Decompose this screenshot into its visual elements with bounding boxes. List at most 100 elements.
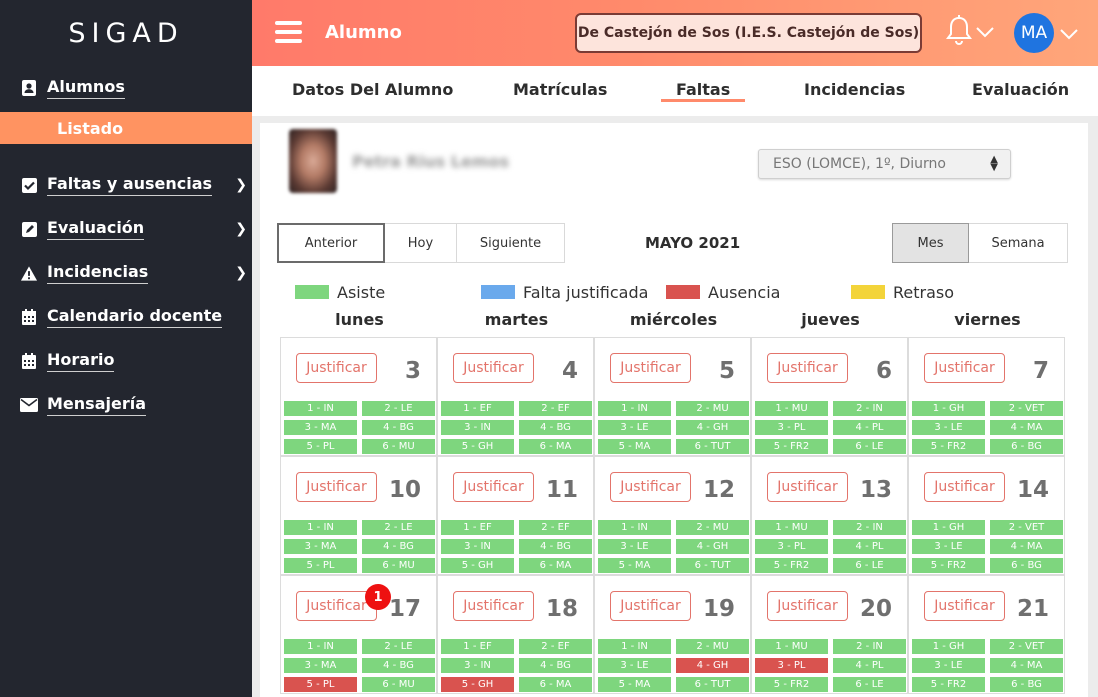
- period-slot[interactable]: 1 - EF: [441, 401, 514, 416]
- calendar-day-cell[interactable]: Justificar 13 1 - MU 2 - IN 3 - PL 4 - PL 5 - …: [751, 456, 908, 575]
- period-slot[interactable]: 5 - MA: [598, 439, 671, 454]
- chevron-down-icon[interactable]: [976, 26, 994, 42]
- calendar-day-cell[interactable]: Justificar 3 1 - IN 2 - LE 3 - MA 4 - BG 5 - P…: [280, 337, 437, 456]
- period-slot[interactable]: 6 - MA: [519, 558, 592, 573]
- justify-button[interactable]: Justificar: [610, 472, 691, 502]
- period-slot[interactable]: 1 - EF: [441, 639, 514, 654]
- calendar-day-cell[interactable]: Justificar 4 1 - EF 2 - EF 3 - IN 4 - BG 5 - G…: [437, 337, 594, 456]
- period-slot[interactable]: 3 - MA: [284, 658, 357, 673]
- calendar-day-cell[interactable]: Justificar 19 1 - IN 2 - MU 3 - LE 4 - GH 5 - …: [594, 575, 751, 694]
- justify-button[interactable]: Justificar: [453, 591, 534, 621]
- sidebar-item-faltas[interactable]: Faltas y ausencias ❯: [0, 171, 252, 199]
- period-slot[interactable]: 1 - IN: [284, 639, 357, 654]
- justify-button[interactable]: Justificar: [924, 591, 1005, 621]
- calendar-day-cell[interactable]: Justificar 21 1 - GH 2 - VET 3 - LE 4 - MA 5 -…: [908, 575, 1065, 694]
- period-slot[interactable]: 4 - BG: [362, 658, 435, 673]
- period-slot[interactable]: 2 - EF: [519, 520, 592, 535]
- period-slot[interactable]: 3 - LE: [912, 539, 985, 554]
- period-slot[interactable]: 3 - PL: [755, 539, 828, 554]
- calendar-day-cell[interactable]: Justificar 6 1 - MU 2 - IN 3 - PL 4 - PL 5 - F…: [751, 337, 908, 456]
- period-slot[interactable]: 6 - LE: [833, 439, 906, 454]
- period-slot[interactable]: 1 - GH: [912, 401, 985, 416]
- period-slot[interactable]: 6 - TUT: [676, 558, 749, 573]
- period-slot[interactable]: 2 - VET: [990, 401, 1063, 416]
- period-slot[interactable]: 1 - EF: [441, 520, 514, 535]
- justify-button[interactable]: Justificar: [924, 472, 1005, 502]
- sidebar-item-incidencias[interactable]: Incidencias ❯: [0, 259, 252, 287]
- sidebar-item-mensajeria[interactable]: Mensajería: [0, 391, 252, 419]
- period-slot[interactable]: 3 - PL: [755, 420, 828, 435]
- calendar-day-cell[interactable]: Justificar 10 1 - IN 2 - LE 3 - MA 4 - BG 5 - …: [280, 456, 437, 575]
- period-slot[interactable]: 3 - LE: [912, 420, 985, 435]
- period-slot[interactable]: 5 - MA: [598, 558, 671, 573]
- next-button[interactable]: Siguiente: [457, 223, 565, 263]
- period-slot[interactable]: 2 - VET: [990, 520, 1063, 535]
- justify-button[interactable]: Justificar: [767, 472, 848, 502]
- period-slot[interactable]: 4 - MA: [990, 658, 1063, 673]
- tab-datos-alumno[interactable]: Datos Del Alumno: [292, 80, 454, 99]
- period-slot[interactable]: 5 - FR2: [755, 439, 828, 454]
- justify-button[interactable]: Justificar: [610, 591, 691, 621]
- justify-button[interactable]: Justificar: [924, 353, 1005, 383]
- justify-button[interactable]: Justificar: [453, 353, 534, 383]
- period-slot[interactable]: 1 - IN: [284, 401, 357, 416]
- period-slot[interactable]: 2 - LE: [362, 639, 435, 654]
- period-slot[interactable]: 3 - IN: [441, 539, 514, 554]
- period-slot[interactable]: 6 - MA: [519, 677, 592, 692]
- period-slot[interactable]: 5 - FR2: [912, 558, 985, 573]
- period-slot[interactable]: 2 - LE: [362, 520, 435, 535]
- period-slot[interactable]: 4 - GH: [676, 658, 749, 673]
- justify-button[interactable]: Justificar: [767, 591, 848, 621]
- period-slot[interactable]: 1 - GH: [912, 520, 985, 535]
- period-slot[interactable]: 5 - GH: [441, 677, 514, 692]
- calendar-day-cell[interactable]: Justificar 11 1 - EF 2 - EF 3 - IN 4 - BG 5 - …: [437, 456, 594, 575]
- period-slot[interactable]: 6 - LE: [833, 677, 906, 692]
- period-slot[interactable]: 6 - BG: [990, 439, 1063, 454]
- period-slot[interactable]: 4 - PL: [833, 658, 906, 673]
- calendar-day-cell[interactable]: Justificar 12 1 - IN 2 - MU 3 - LE 4 - GH 5 - …: [594, 456, 751, 575]
- calendar-day-cell[interactable]: Justificar 17 1 - IN 2 - LE 3 - MA 4 - BG 5 - …: [280, 575, 437, 694]
- period-slot[interactable]: 4 - MA: [990, 420, 1063, 435]
- period-slot[interactable]: 1 - IN: [598, 639, 671, 654]
- sidebar-item-calendario[interactable]: Calendario docente: [0, 303, 252, 331]
- period-slot[interactable]: 2 - IN: [833, 639, 906, 654]
- view-week-button[interactable]: Semana: [969, 223, 1068, 263]
- period-slot[interactable]: 6 - BG: [990, 677, 1063, 692]
- sidebar-item-horario[interactable]: Horario: [0, 347, 252, 375]
- period-slot[interactable]: 2 - LE: [362, 401, 435, 416]
- prev-button[interactable]: Anterior: [277, 223, 385, 263]
- tab-evaluacion[interactable]: Evaluación: [972, 80, 1070, 99]
- period-slot[interactable]: 1 - IN: [598, 401, 671, 416]
- justify-button[interactable]: Justificar: [453, 472, 534, 502]
- period-slot[interactable]: 1 - MU: [755, 520, 828, 535]
- period-slot[interactable]: 2 - MU: [676, 520, 749, 535]
- period-slot[interactable]: 4 - BG: [519, 539, 592, 554]
- period-slot[interactable]: 2 - IN: [833, 401, 906, 416]
- justify-button[interactable]: Justificar: [296, 591, 377, 621]
- period-slot[interactable]: 6 - MU: [362, 677, 435, 692]
- period-slot[interactable]: 4 - BG: [362, 420, 435, 435]
- sidebar-subitem-listado[interactable]: Listado: [0, 112, 252, 144]
- period-slot[interactable]: 3 - LE: [598, 420, 671, 435]
- tab-matriculas[interactable]: Matrículas: [513, 80, 608, 99]
- period-slot[interactable]: 5 - PL: [284, 558, 357, 573]
- tab-faltas[interactable]: Faltas: [661, 80, 746, 102]
- period-slot[interactable]: 6 - LE: [833, 558, 906, 573]
- period-slot[interactable]: 4 - MA: [990, 539, 1063, 554]
- view-month-button[interactable]: Mes: [892, 223, 969, 263]
- period-slot[interactable]: 2 - IN: [833, 520, 906, 535]
- period-slot[interactable]: 4 - PL: [833, 420, 906, 435]
- period-slot[interactable]: 2 - EF: [519, 401, 592, 416]
- period-slot[interactable]: 2 - MU: [676, 401, 749, 416]
- justify-button[interactable]: Justificar: [767, 353, 848, 383]
- period-slot[interactable]: 3 - IN: [441, 420, 514, 435]
- course-select[interactable]: ESO (LOMCE), 1º, Diurno ▲ ▼: [758, 149, 1011, 179]
- period-slot[interactable]: 5 - GH: [441, 558, 514, 573]
- school-selector-button[interactable]: De Castejón de Sos (I.E.S. Castejón de S…: [575, 13, 922, 53]
- calendar-day-cell[interactable]: Justificar 14 1 - GH 2 - VET 3 - LE 4 - MA 5 -…: [908, 456, 1065, 575]
- period-slot[interactable]: 6 - MA: [519, 439, 592, 454]
- calendar-day-cell[interactable]: Justificar 18 1 - EF 2 - EF 3 - IN 4 - BG 5 - …: [437, 575, 594, 694]
- justify-button[interactable]: Justificar: [610, 353, 691, 383]
- period-slot[interactable]: 5 - PL: [284, 677, 357, 692]
- period-slot[interactable]: 4 - BG: [519, 420, 592, 435]
